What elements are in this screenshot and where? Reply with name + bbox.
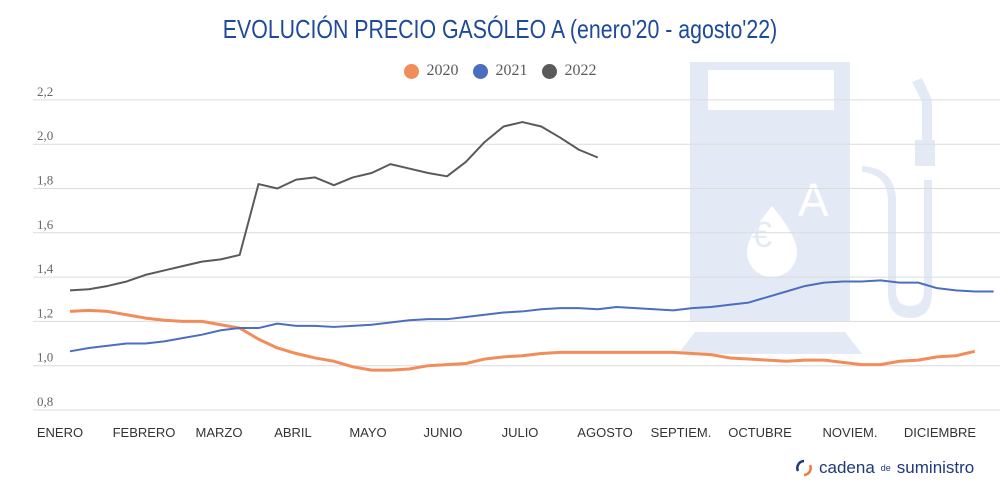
legend-marker: [403, 63, 419, 79]
y-tick-label: 1,6: [37, 217, 54, 232]
series-line-2021: [69, 279, 994, 353]
x-tick-label: SEPTIEM.: [651, 425, 712, 440]
legend-label: 2022: [564, 62, 597, 79]
logo-text-suministro: suministro: [896, 458, 975, 477]
series-line-2020: [69, 308, 976, 372]
x-tick-label: MARZO: [196, 425, 243, 440]
watermark-letter: A: [798, 174, 829, 226]
x-tick-label: FEBRERO: [113, 425, 176, 440]
y-tick-label: 1,2: [37, 305, 53, 320]
x-tick-label: OCTUBRE: [728, 425, 792, 440]
x-tick-label: AGOSTO: [577, 425, 632, 440]
x-tick-label: NOVIEM.: [823, 425, 878, 440]
x-tick-label: JULIO: [502, 425, 539, 440]
legend-label: 2021: [495, 62, 528, 79]
legend-marker: [472, 63, 488, 79]
legend-item-2022: 2022: [541, 62, 597, 80]
x-tick-label: ABRIL: [274, 425, 312, 440]
logo-text-cadena: cadena: [819, 458, 875, 477]
fuel-pump-icon: A €: [678, 62, 935, 354]
x-tick-label: ENERO: [37, 425, 83, 440]
legend-item-2020: 2020: [403, 62, 459, 80]
y-tick-label: 0,8: [37, 394, 53, 409]
legend-item-2021: 2021: [472, 62, 528, 80]
x-tick-label: MAYO: [349, 425, 386, 440]
logo-icon: [796, 459, 812, 477]
legend: 2020 2021 2022: [0, 62, 1000, 80]
y-tick-label: 2,2: [37, 84, 53, 99]
chart-title: EVOLUCIÓN PRECIO GASÓLEO A (enero'20 - a…: [222, 14, 778, 44]
series-line-2022: [69, 121, 599, 292]
logo: cadena de suministro: [795, 458, 974, 478]
y-tick-label: 1,0: [37, 350, 53, 365]
legend-label: 2020: [426, 62, 459, 79]
x-tick-label: JUNIO: [424, 425, 463, 440]
y-tick-label: 1,8: [37, 173, 53, 188]
euro-symbol: €: [752, 214, 772, 255]
x-tick-label: DICIEMBRE: [904, 425, 977, 440]
y-tick-label: 1,4: [37, 261, 54, 276]
legend-marker: [541, 63, 557, 79]
y-tick-label: 2,0: [37, 128, 53, 143]
logo-text-de: de: [880, 463, 891, 473]
